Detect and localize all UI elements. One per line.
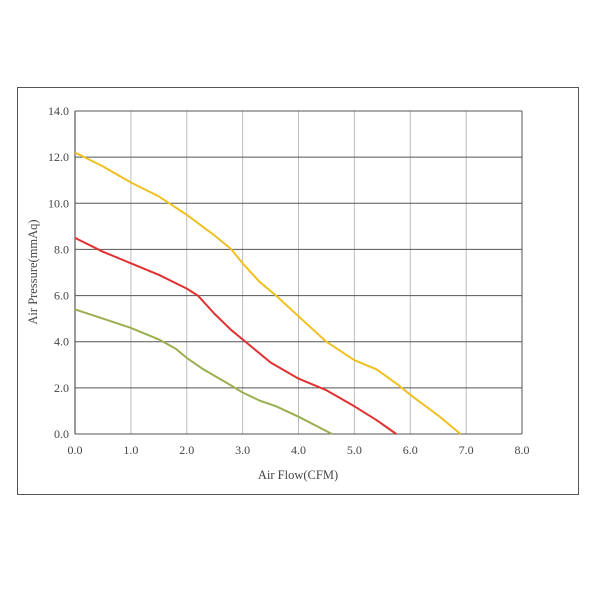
x-axis-label: Air Flow(CFM) — [258, 468, 338, 482]
y-axis-label: Air Pressure(mmAq) — [26, 219, 40, 324]
y-tick-label: 4.0 — [54, 335, 69, 349]
x-tick-label: 8.0 — [515, 443, 530, 457]
series-lines — [74, 151, 462, 435]
x-tick-label: 2.0 — [179, 443, 194, 457]
x-tick-label: 3.0 — [235, 443, 250, 457]
x-tick-label: 0.0 — [68, 443, 83, 457]
x-tick-label: 4.0 — [291, 443, 306, 457]
y-tick-label: 0.0 — [54, 427, 69, 441]
x-tick-label: 7.0 — [459, 443, 474, 457]
y-tick-label: 6.0 — [54, 289, 69, 303]
x-tick-labels: 0.0 1.0 2.0 3.0 4.0 5.0 6.0 7.0 8.0 — [68, 443, 530, 457]
series-line-3 — [74, 308, 333, 435]
grid — [74, 110, 523, 435]
y-tick-label: 8.0 — [54, 242, 69, 256]
y-tick-label: 2.0 — [54, 381, 69, 395]
series-line-1 — [74, 151, 462, 435]
y-tick-labels: 0.0 2.0 4.0 6.0 8.0 10.0 12.0 14.0 — [48, 104, 69, 441]
y-tick-label: 14.0 — [48, 104, 69, 118]
chart-frame — [17, 87, 579, 495]
x-tick-label: 5.0 — [347, 443, 362, 457]
series-line-2 — [74, 237, 397, 435]
x-tick-label: 1.0 — [123, 443, 138, 457]
x-tick-label: 6.0 — [403, 443, 418, 457]
y-tick-label: 12.0 — [48, 150, 69, 164]
y-tick-label: 10.0 — [48, 196, 69, 210]
